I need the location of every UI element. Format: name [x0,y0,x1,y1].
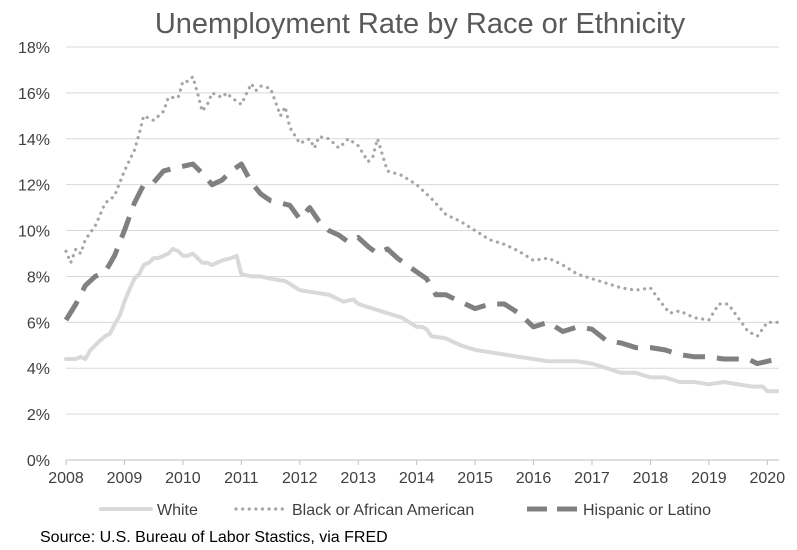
y-tick-label: 10% [18,224,50,241]
series-line-hispanic-or-latino [63,161,778,367]
x-tick-label: 2013 [340,470,376,487]
legend-label: Hispanic or Latino [583,502,711,519]
legend-label: White [157,502,198,519]
legend: White Black or African American Hispanic o… [99,502,711,519]
source-note: Source: U.S. Bureau of Labor Stastics, v… [40,529,388,546]
y-tick-label: 4% [27,361,50,378]
x-tick-label: 2016 [516,470,552,487]
series-line-black-or-african-american [64,75,779,338]
series-line-white [64,246,780,394]
y-axis-tick-labels: 0% 2% 4% 6% 8% 10% 12% 14% 16% 18% [18,40,50,470]
x-tick-label: 2015 [457,470,493,487]
y-tick-label: 6% [27,315,50,332]
x-axis [65,459,779,465]
y-tick-label: 16% [18,86,50,103]
y-tick-label: 8% [27,269,50,286]
x-tick-label: 2018 [633,470,669,487]
chart-title: Unemployment Rate by Race or Ethnicity [155,8,686,40]
y-tick-label: 14% [18,132,50,149]
x-tick-label: 2014 [399,470,435,487]
y-tick-label: 12% [18,178,50,195]
y-tick-label: 0% [27,453,50,470]
x-tick-label: 2008 [48,470,84,487]
x-tick-label: 2017 [574,470,610,487]
y-tick-label: 18% [18,40,50,57]
x-tick-label: 2012 [282,470,318,487]
x-tick-label: 2011 [224,470,259,487]
y-tick-label: 2% [27,407,50,424]
series-lines [63,75,780,394]
x-tick-label: 2010 [165,470,201,487]
x-tick-label: 2020 [750,470,786,487]
legend-label: Black or African American [292,502,474,519]
gridlines [66,46,779,415]
x-tick-label: 2009 [107,470,143,487]
x-axis-tick-labels: 2008 2009 2010 2011 2012 2013 2014 2015 2016 2017… [48,470,785,487]
x-tick-label: 2019 [691,470,727,487]
